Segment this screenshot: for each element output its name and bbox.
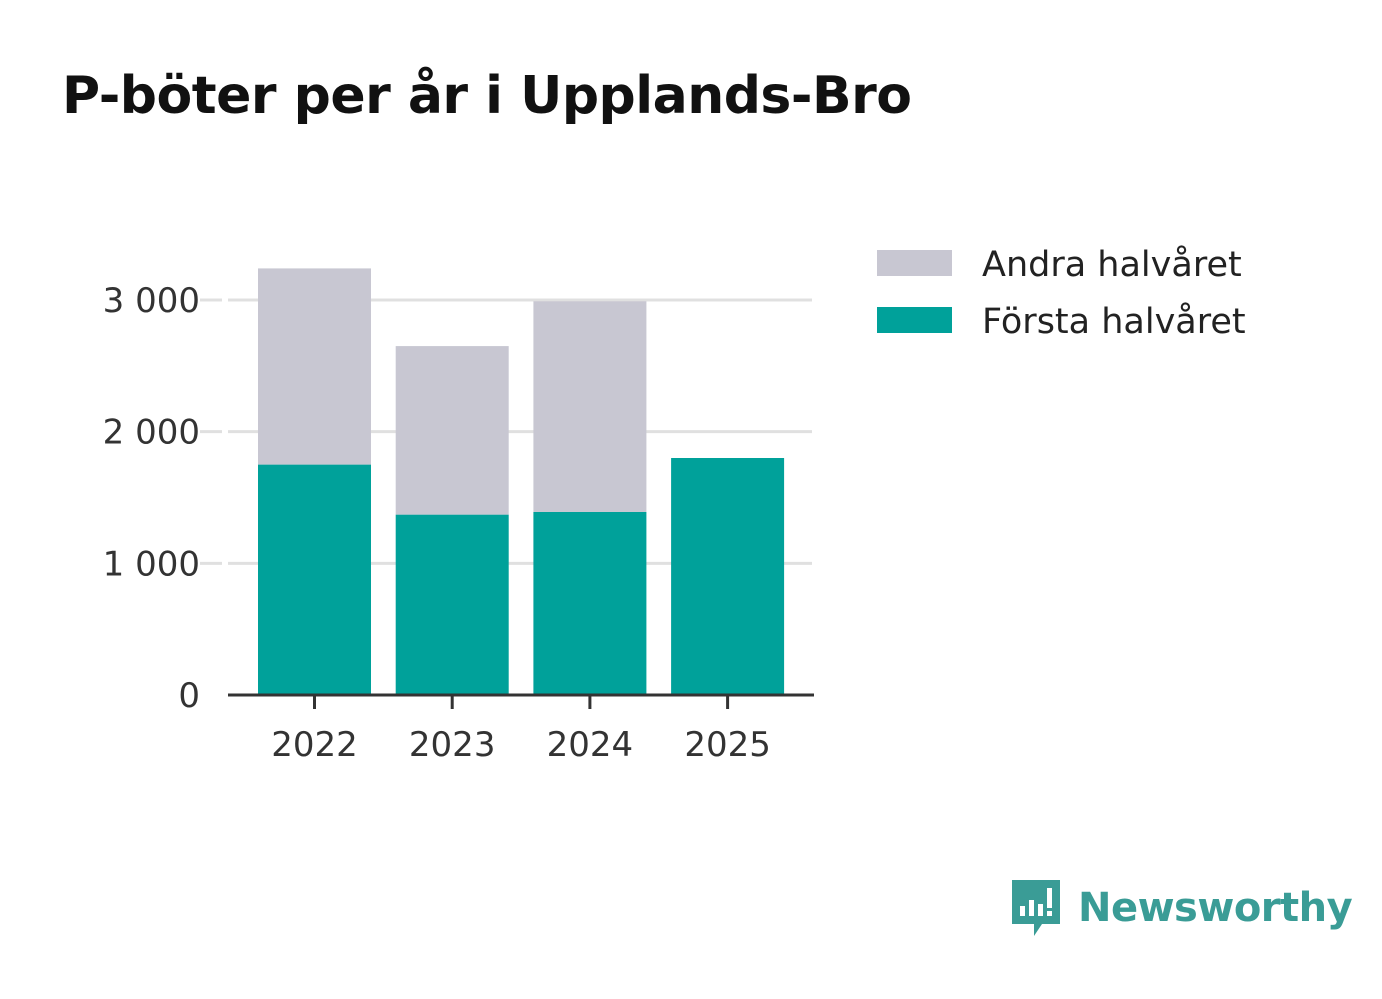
- bar-2022-första-halvåret: [258, 464, 371, 695]
- bar-2022-andra-halvåret: [258, 268, 371, 465]
- newsworthy-logo-icon: [1012, 880, 1060, 936]
- brand-name: Newsworthy: [1078, 885, 1353, 931]
- xtick-label-2023: 2023: [409, 725, 496, 765]
- chart-title: P-böter per år i Upplands-Bro: [62, 66, 912, 126]
- xtick-label-2025: 2025: [684, 725, 771, 765]
- legend: Andra halvåret Första halvåret: [877, 244, 1246, 342]
- ytick-label-0: 0: [178, 676, 200, 716]
- bar-2025-första-halvåret: [671, 458, 785, 695]
- ytick-label-3000: 3 000: [103, 281, 200, 321]
- ytick-label-2000: 2 000: [103, 413, 200, 453]
- brand-logo: Newsworthy: [1010, 876, 1353, 940]
- bar-2023-första-halvåret: [395, 514, 509, 695]
- ytick-label-1000: 1 000: [103, 544, 200, 584]
- xtick-label-2022: 2022: [271, 725, 358, 765]
- legend-swatch-andra-halvåret: [877, 250, 952, 276]
- bar-2024-andra-halvåret: [533, 301, 647, 512]
- bar-2024-första-halvåret: [533, 511, 647, 695]
- legend-label-andra-halvåret: Andra halvåret: [982, 244, 1242, 285]
- legend-label-första-halvåret: Första halvåret: [982, 301, 1246, 342]
- bars: [258, 268, 785, 695]
- xtick-label-2024: 2024: [547, 725, 634, 765]
- legend-swatch-första-halvåret: [877, 307, 952, 333]
- y-axis-ticks: 0 1 000 2 000 3 000: [103, 281, 200, 716]
- bar-2023-andra-halvåret: [395, 346, 509, 515]
- x-axis-ticks: 2022 2023 2024 2025: [271, 695, 771, 765]
